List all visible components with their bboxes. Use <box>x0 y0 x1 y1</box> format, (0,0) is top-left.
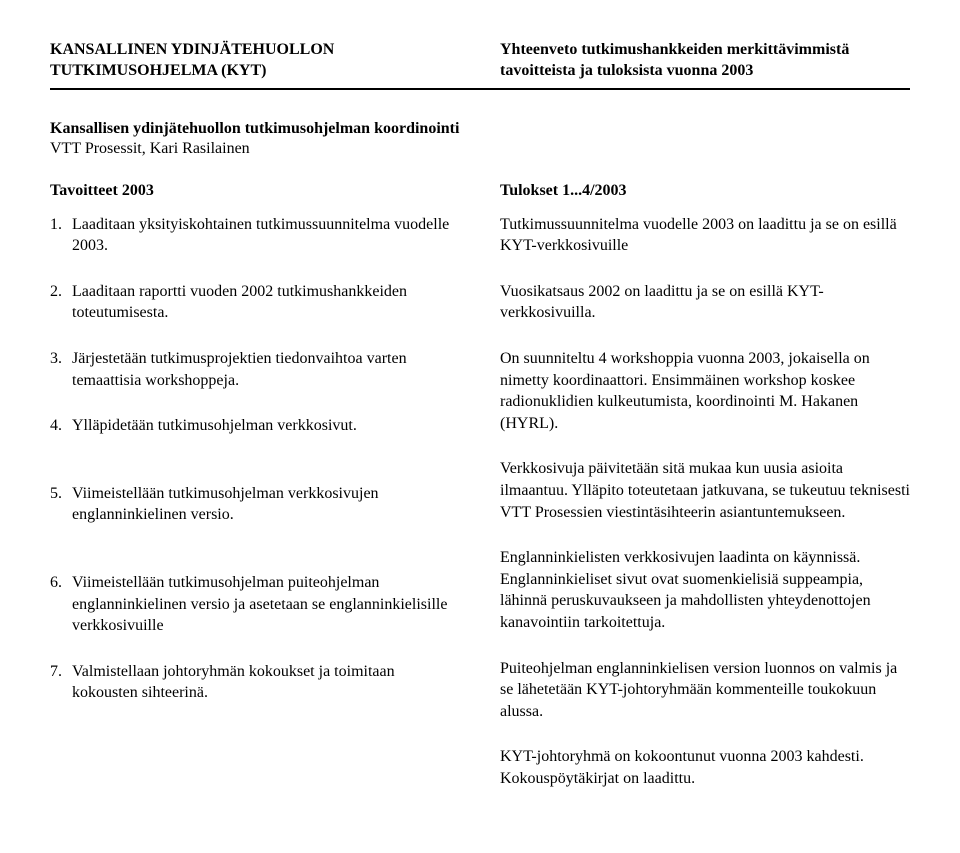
page-header: KANSALLINEN YDINJÄTEHUOLLON TUTKIMUSOHJE… <box>50 40 910 82</box>
result-text: Verkkosivuja päivitetään sitä mukaa kun … <box>500 458 910 523</box>
goal-item: 5. Viimeistellään tutkimusohjelman verkk… <box>50 483 460 526</box>
goal-number: 7. <box>50 661 72 704</box>
header-divider <box>50 88 910 90</box>
header-right-line1: Yhteenveto tutkimushankkeiden merkittävi… <box>500 40 910 61</box>
goal-item: 7. Valmistellaan johtoryhmän kokoukset j… <box>50 661 460 704</box>
results-column: Tulokset 1...4/2003 Tutkimussuunnitelma … <box>500 182 910 814</box>
goal-text: Laaditaan yksityiskohtainen tutkimussuun… <box>72 214 460 257</box>
goal-text: Laaditaan raportti vuoden 2002 tutkimush… <box>72 281 460 324</box>
result-text: Tutkimussuunnitelma vuodelle 2003 on laa… <box>500 214 910 257</box>
goal-number: 3. <box>50 348 72 391</box>
goal-text: Valmistellaan johtoryhmän kokoukset ja t… <box>72 661 460 704</box>
results-heading: Tulokset 1...4/2003 <box>500 182 910 200</box>
goal-text: Viimeistellään tutkimusohjelman puiteohj… <box>72 572 460 637</box>
header-right: Yhteenveto tutkimushankkeiden merkittävi… <box>500 40 910 82</box>
header-left-line1: KANSALLINEN YDINJÄTEHUOLLON <box>50 40 460 61</box>
result-text: Englanninkielisten verkkosivujen laadint… <box>500 547 910 633</box>
result-text: Puiteohjelman englanninkielisen version … <box>500 658 910 723</box>
goals-column: Tavoitteet 2003 1. Laaditaan yksityiskoh… <box>50 182 460 814</box>
goal-number: 6. <box>50 572 72 637</box>
header-right-line2: tavoitteista ja tuloksista vuonna 2003 <box>500 61 910 82</box>
goal-number: 1. <box>50 214 72 257</box>
goals-heading: Tavoitteet 2003 <box>50 182 460 200</box>
header-left-line2: TUTKIMUSOHJELMA (KYT) <box>50 61 460 82</box>
goal-text: Viimeistellään tutkimusohjelman verkkosi… <box>72 483 460 526</box>
document-subtitle: Kansallisen ydinjätehuollon tutkimusohje… <box>50 120 910 138</box>
document-author: VTT Prosessit, Kari Rasilainen <box>50 140 910 158</box>
goal-item: 1. Laaditaan yksityiskohtainen tutkimuss… <box>50 214 460 257</box>
result-text: KYT-johtoryhmä on kokoontunut vuonna 200… <box>500 746 910 789</box>
goal-text: Järjestetään tutkimusprojektien tiedonva… <box>72 348 460 391</box>
goal-item: 2. Laaditaan raportti vuoden 2002 tutkim… <box>50 281 460 324</box>
goal-number: 2. <box>50 281 72 324</box>
goal-number: 5. <box>50 483 72 526</box>
content-columns: Tavoitteet 2003 1. Laaditaan yksityiskoh… <box>50 182 910 814</box>
goal-item: 4. Ylläpidetään tutkimusohjelman verkkos… <box>50 415 460 437</box>
goal-number: 4. <box>50 415 72 437</box>
goal-item: 6. Viimeistellään tutkimusohjelman puite… <box>50 572 460 637</box>
result-text: On suunniteltu 4 workshoppia vuonna 2003… <box>500 348 910 434</box>
header-left: KANSALLINEN YDINJÄTEHUOLLON TUTKIMUSOHJE… <box>50 40 460 82</box>
goal-item: 3. Järjestetään tutkimusprojektien tiedo… <box>50 348 460 391</box>
result-text: Vuosikatsaus 2002 on laadittu ja se on e… <box>500 281 910 324</box>
goal-text: Ylläpidetään tutkimusohjelman verkkosivu… <box>72 415 460 437</box>
